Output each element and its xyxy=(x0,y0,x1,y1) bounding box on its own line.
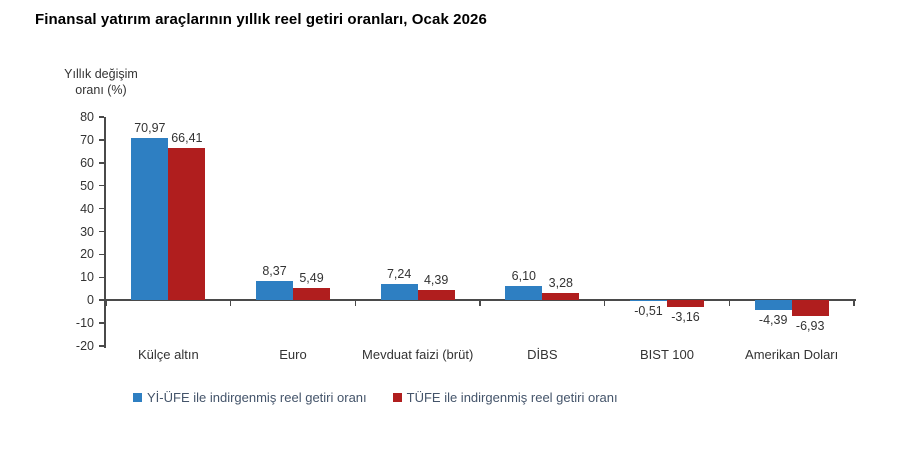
y-axis-tick-label: 40 xyxy=(80,201,94,216)
y-axis-line xyxy=(104,117,106,348)
legend-item-tufe: TÜFE ile indirgenmiş reel getiri oranı xyxy=(392,390,618,405)
category-label: BIST 100 xyxy=(640,347,694,362)
bar-value-label: 4,39 xyxy=(423,273,449,288)
y-axis-tick xyxy=(99,230,104,233)
category-label: Külçe altın xyxy=(137,347,199,362)
bar-value-label: -0,51 xyxy=(634,304,663,319)
y-axis-tick-label: 30 xyxy=(80,224,94,239)
bar xyxy=(667,300,704,308)
plot-area: 80 70 60 50 40 30 20 10 0 -10 -20 70,97 8,37 7,24 6,10… xyxy=(76,110,856,362)
bar-value-label: 7,24 xyxy=(386,266,412,281)
x-axis-tick xyxy=(354,301,357,307)
bar xyxy=(168,148,206,301)
y-axis-title-line1: Yıllık değişim xyxy=(64,67,138,81)
x-axis-tick xyxy=(229,301,232,307)
y-axis-tick-label: 0 xyxy=(87,293,94,308)
bar xyxy=(630,300,667,302)
y-axis-tick xyxy=(99,116,104,118)
y-axis-tick xyxy=(99,345,104,347)
legend-item-yiufe: Yİ-ÜFE ile indirgenmiş reel getiri oranı xyxy=(133,390,367,405)
bar xyxy=(542,292,580,301)
y-axis-tick-label: -10 xyxy=(75,316,94,331)
legend-label-yiufe: Yİ-ÜFE ile indirgenmiş reel getiri oranı xyxy=(147,390,367,405)
category-label: DİBS xyxy=(527,347,558,362)
y-axis-tick xyxy=(99,322,104,324)
category-label: Euro xyxy=(279,347,307,362)
bar-value-label: 8,37 xyxy=(262,264,287,279)
bar xyxy=(293,287,330,301)
y-axis-tick xyxy=(99,184,104,187)
legend-swatch-yiufe xyxy=(133,393,142,402)
bar-value-label: -4,39 xyxy=(758,313,788,328)
y-axis-tick xyxy=(99,299,104,301)
bar-value-label: -3,16 xyxy=(671,310,700,325)
y-axis-tick xyxy=(99,253,104,256)
bar-value-label: 66,41 xyxy=(171,131,203,146)
category-label: Mevduat faizi (brüt) xyxy=(362,347,474,362)
bar xyxy=(791,300,829,317)
x-axis-tick xyxy=(479,301,481,307)
legend-label-tufe: TÜFE ile indirgenmiş reel getiri oranı xyxy=(406,390,618,405)
x-axis-tick xyxy=(728,301,731,307)
y-axis-tick xyxy=(99,162,104,164)
chart-title: Finansal yatırım araçlarının yıllık reel… xyxy=(35,11,487,28)
y-axis-tick xyxy=(99,207,104,210)
category-label: Amerikan Doları xyxy=(745,347,839,362)
y-axis-tick-label: 20 xyxy=(80,247,94,262)
legend: Yİ-ÜFE ile indirgenmiş reel getiri oranı… xyxy=(133,390,618,405)
bar-value-label: -6,93 xyxy=(795,319,825,334)
y-axis-tick-label: 60 xyxy=(80,155,94,170)
y-axis-tick-label: 50 xyxy=(80,178,94,193)
bar xyxy=(754,300,792,311)
bar-value-label: 6,10 xyxy=(511,269,536,284)
y-axis-tick-label: 70 xyxy=(80,132,94,147)
y-axis-tick-label: 10 xyxy=(80,270,94,285)
bar xyxy=(380,283,418,301)
y-axis-tick xyxy=(99,276,104,279)
x-axis-tick xyxy=(603,301,606,307)
y-axis-tick-label: 80 xyxy=(80,110,94,124)
x-axis-tick xyxy=(853,301,855,307)
x-axis-line xyxy=(104,299,856,302)
legend-swatch-tufe xyxy=(392,393,402,402)
x-axis-tick xyxy=(105,301,107,307)
bar xyxy=(417,290,455,301)
bar xyxy=(131,137,169,301)
bar-value-label: 5,49 xyxy=(299,270,324,285)
bar xyxy=(505,286,543,301)
y-axis-tick-label: -20 xyxy=(75,339,94,353)
bar xyxy=(256,281,293,301)
bar-value-label: 3,28 xyxy=(548,275,573,290)
y-axis-title-line2: oranı (%) xyxy=(75,83,127,97)
bar-value-label: 70,97 xyxy=(134,120,166,135)
y-axis-tick xyxy=(99,139,104,141)
y-axis-title: Yıllık değişim oranı (%) xyxy=(36,66,166,98)
